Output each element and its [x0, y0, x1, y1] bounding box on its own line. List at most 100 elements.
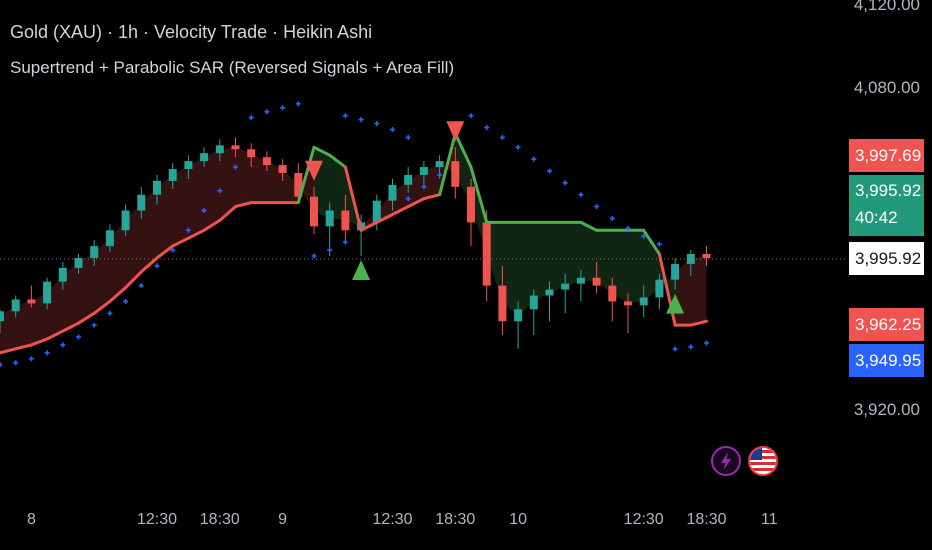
bar-countdown: 40:42 [855, 208, 898, 227]
area-fill-segment [157, 174, 173, 258]
candle-body [545, 289, 554, 296]
candle-body [671, 263, 680, 280]
candle-body [592, 277, 601, 286]
supertrend-segment [77, 311, 96, 325]
time-axis-label: 12:30 [623, 511, 664, 528]
candle-body [43, 281, 52, 304]
area-fill-segment [235, 147, 252, 207]
sell-signal [446, 121, 465, 142]
supertrend-segment [469, 165, 489, 224]
price-axis-label: 4,120.00 [853, 0, 920, 14]
lightning-icon[interactable] [711, 446, 741, 476]
supertrend-segment [108, 286, 128, 303]
price-axis-label: 3,920.00 [853, 400, 920, 419]
candle-body [121, 210, 130, 231]
candle-body [404, 174, 413, 185]
supertrend-segment [139, 256, 159, 274]
area-fill-segment [518, 222, 534, 316]
supertrend-segment [453, 131, 473, 169]
candle-body [514, 309, 523, 322]
supertrend-segment [406, 197, 426, 209]
time-axis-label: 10 [509, 511, 527, 528]
area-fill-segment [533, 222, 550, 303]
candle-body [467, 186, 475, 223]
supertrend-low-tag: 3,962.25 [849, 308, 924, 341]
time-axis-label: 11 [760, 511, 778, 528]
candle-body [247, 149, 256, 158]
area-fill-segment [392, 179, 409, 215]
area-fill-segment [219, 147, 236, 221]
supertrend-segment [375, 212, 394, 224]
supertrend-line [0, 131, 708, 355]
area-fill-segment [31, 292, 48, 345]
supertrend-segment [61, 321, 80, 333]
supertrend-segment [124, 270, 143, 290]
candle-body [561, 283, 570, 290]
candle-body [184, 161, 193, 170]
candle-body [624, 301, 632, 306]
supertrend-segment [186, 228, 206, 240]
area-fill-segment [172, 165, 189, 247]
candle-body [435, 161, 444, 168]
candle-body [702, 254, 711, 258]
candle-body [200, 153, 209, 162]
indicator-legend[interactable]: Supertrend + Parabolic SAR (Reversed Sig… [10, 58, 455, 77]
supertrend-segment [218, 205, 237, 222]
area-fill-segment [251, 153, 267, 203]
candle-body [58, 267, 67, 282]
candle-body [11, 299, 20, 312]
candle-body [529, 295, 538, 310]
candle-body [137, 194, 146, 211]
supertrend-segment [422, 193, 442, 201]
candle-body [388, 184, 397, 201]
candle-body [278, 165, 287, 173]
supertrend-segment [438, 131, 457, 197]
area-fill-segment [188, 157, 205, 239]
sell-signal [305, 160, 323, 181]
candle-body [482, 222, 491, 286]
candle-body [325, 210, 334, 227]
candle-body [105, 230, 114, 247]
area-fill-segment [565, 222, 581, 287]
candle-body [153, 180, 161, 195]
area-fill-segment [15, 301, 32, 349]
area-fill-segment [204, 149, 220, 231]
supertrend-segment [155, 244, 175, 260]
parabolic-sar [0, 101, 709, 368]
candles [0, 137, 711, 349]
supertrend-segment [579, 220, 599, 232]
supertrend-segment [359, 220, 379, 232]
sar-price-tag: 3,949.95 [849, 344, 924, 377]
supertrend-segment [312, 145, 332, 157]
supertrend-segment [202, 218, 222, 232]
supertrend-segment [642, 228, 661, 256]
time-axis-label: 18:30 [199, 511, 240, 528]
supertrend-segment [92, 299, 112, 315]
candle-body [262, 157, 271, 166]
chart-title: Gold (XAU) · 1h · Velocity Trade · Heiki… [10, 22, 373, 42]
supertrend-segment [14, 343, 33, 351]
supertrend-segment [29, 337, 49, 347]
supertrend-segment [45, 329, 65, 341]
area-fill-segment [612, 230, 628, 304]
candle-body [294, 172, 303, 197]
area-fill-segment [78, 252, 95, 324]
candle-body [90, 246, 99, 258]
candle-body [231, 145, 240, 150]
candle-body [215, 145, 224, 154]
candle-body [419, 167, 428, 175]
time-axis-label: 18:30 [686, 511, 727, 528]
candle-body [27, 299, 36, 304]
supertrend-segment [0, 347, 18, 355]
area-fill-segment [580, 222, 597, 282]
candle-body [310, 196, 318, 227]
candle-body [576, 277, 585, 284]
candle-body [686, 254, 695, 264]
time-axis-label: 12:30 [136, 511, 178, 528]
time-axis-label: 8 [26, 511, 36, 528]
supertrend-segment [343, 165, 363, 232]
us-flag-icon[interactable] [748, 446, 778, 476]
time-axis-label: 9 [278, 511, 288, 528]
candle-body [341, 210, 350, 231]
